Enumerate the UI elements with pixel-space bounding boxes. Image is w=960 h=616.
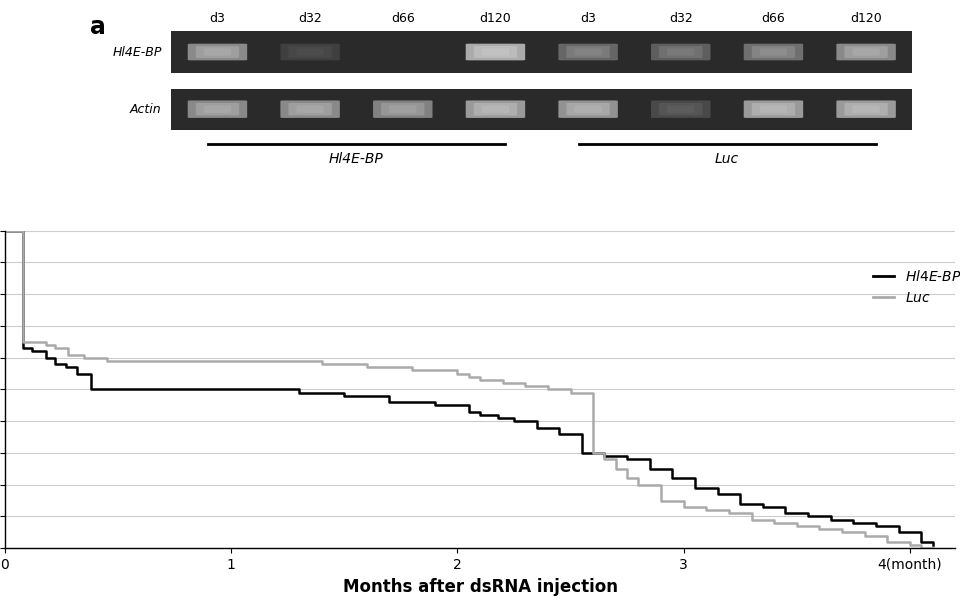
FancyBboxPatch shape xyxy=(660,103,703,115)
FancyBboxPatch shape xyxy=(752,103,795,115)
FancyBboxPatch shape xyxy=(660,46,703,58)
FancyBboxPatch shape xyxy=(845,46,888,58)
FancyBboxPatch shape xyxy=(466,100,525,118)
FancyBboxPatch shape xyxy=(188,44,247,60)
FancyBboxPatch shape xyxy=(389,105,417,113)
Text: d66: d66 xyxy=(391,12,415,25)
FancyBboxPatch shape xyxy=(836,100,896,118)
FancyBboxPatch shape xyxy=(752,46,795,58)
Text: d32: d32 xyxy=(299,12,322,25)
FancyBboxPatch shape xyxy=(204,49,231,55)
Text: d32: d32 xyxy=(669,12,693,25)
FancyBboxPatch shape xyxy=(836,44,896,60)
FancyBboxPatch shape xyxy=(845,103,888,115)
Text: d66: d66 xyxy=(761,12,785,25)
FancyBboxPatch shape xyxy=(852,105,879,113)
X-axis label: Months after dsRNA injection: Months after dsRNA injection xyxy=(343,578,617,596)
FancyBboxPatch shape xyxy=(196,46,239,58)
FancyBboxPatch shape xyxy=(474,46,517,58)
Text: d3: d3 xyxy=(580,12,596,25)
Text: Hl4E-BP: Hl4E-BP xyxy=(329,152,384,166)
FancyBboxPatch shape xyxy=(651,100,710,118)
FancyBboxPatch shape xyxy=(373,100,433,118)
Text: Hl4E-BP: Hl4E-BP xyxy=(112,46,161,59)
FancyBboxPatch shape xyxy=(288,46,332,58)
FancyBboxPatch shape xyxy=(852,49,879,55)
FancyBboxPatch shape xyxy=(667,105,694,113)
FancyBboxPatch shape xyxy=(196,103,239,115)
FancyBboxPatch shape xyxy=(744,100,804,118)
FancyBboxPatch shape xyxy=(759,49,787,55)
FancyBboxPatch shape xyxy=(667,49,694,55)
FancyBboxPatch shape xyxy=(559,100,618,118)
FancyBboxPatch shape xyxy=(288,103,332,115)
Text: Luc: Luc xyxy=(715,152,739,166)
FancyBboxPatch shape xyxy=(574,49,602,55)
Text: Actin: Actin xyxy=(130,103,161,116)
FancyBboxPatch shape xyxy=(566,46,610,58)
FancyBboxPatch shape xyxy=(297,105,324,113)
FancyBboxPatch shape xyxy=(188,100,247,118)
FancyBboxPatch shape xyxy=(759,105,787,113)
FancyBboxPatch shape xyxy=(574,105,602,113)
FancyBboxPatch shape xyxy=(651,44,710,60)
Text: d120: d120 xyxy=(480,12,512,25)
FancyBboxPatch shape xyxy=(381,103,424,115)
FancyBboxPatch shape xyxy=(566,103,610,115)
Text: d3: d3 xyxy=(209,12,226,25)
FancyBboxPatch shape xyxy=(280,44,340,60)
Text: a: a xyxy=(90,15,107,39)
FancyBboxPatch shape xyxy=(559,44,618,60)
Bar xyxy=(171,31,912,73)
FancyBboxPatch shape xyxy=(482,49,509,55)
FancyBboxPatch shape xyxy=(474,103,517,115)
FancyBboxPatch shape xyxy=(280,100,340,118)
FancyBboxPatch shape xyxy=(482,105,509,113)
FancyBboxPatch shape xyxy=(744,44,804,60)
FancyBboxPatch shape xyxy=(466,44,525,60)
Text: d120: d120 xyxy=(851,12,882,25)
FancyBboxPatch shape xyxy=(204,105,231,113)
Bar xyxy=(171,89,912,130)
Legend: $\mathit{Hl4E}$-$\mathit{BP}$, $\mathit{Luc}$: $\mathit{Hl4E}$-$\mathit{BP}$, $\mathit{… xyxy=(868,263,960,310)
